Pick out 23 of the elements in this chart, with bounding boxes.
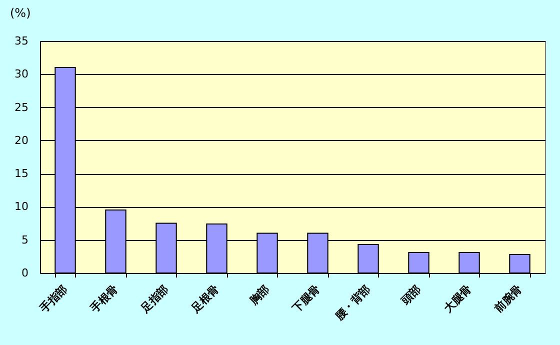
- y-tick-label: 25: [14, 100, 28, 114]
- y-tick-label: 15: [14, 167, 28, 180]
- x-tick-label: 胸部: [246, 282, 272, 308]
- bar: [408, 252, 430, 274]
- y-axis-title: (%): [10, 6, 31, 20]
- bar: [458, 252, 480, 274]
- bar: [358, 244, 379, 274]
- y-tick-label: 30: [14, 68, 28, 81]
- x-tick-label: 前腕骨: [491, 282, 524, 316]
- y-tick-label: 10: [14, 200, 28, 214]
- x-tick-label: 手根骨: [87, 282, 120, 316]
- x-tick-label: 腰・背部: [332, 282, 373, 324]
- x-tick-label: 頭部: [398, 282, 424, 308]
- x-tick-label: 手指部: [36, 282, 70, 316]
- y-tick-label: 35: [14, 34, 28, 48]
- x-tick-label: 下腿骨: [289, 282, 322, 316]
- y-tick-label: 0: [22, 266, 28, 280]
- y-tick-label: 20: [14, 134, 28, 147]
- x-tick-label: 足根骨: [188, 282, 222, 316]
- bar: [509, 254, 530, 274]
- y-tick-label: 5: [22, 233, 28, 246]
- x-tick-label: 足指部: [138, 282, 171, 316]
- x-tick-label: 大腿骨: [441, 282, 474, 316]
